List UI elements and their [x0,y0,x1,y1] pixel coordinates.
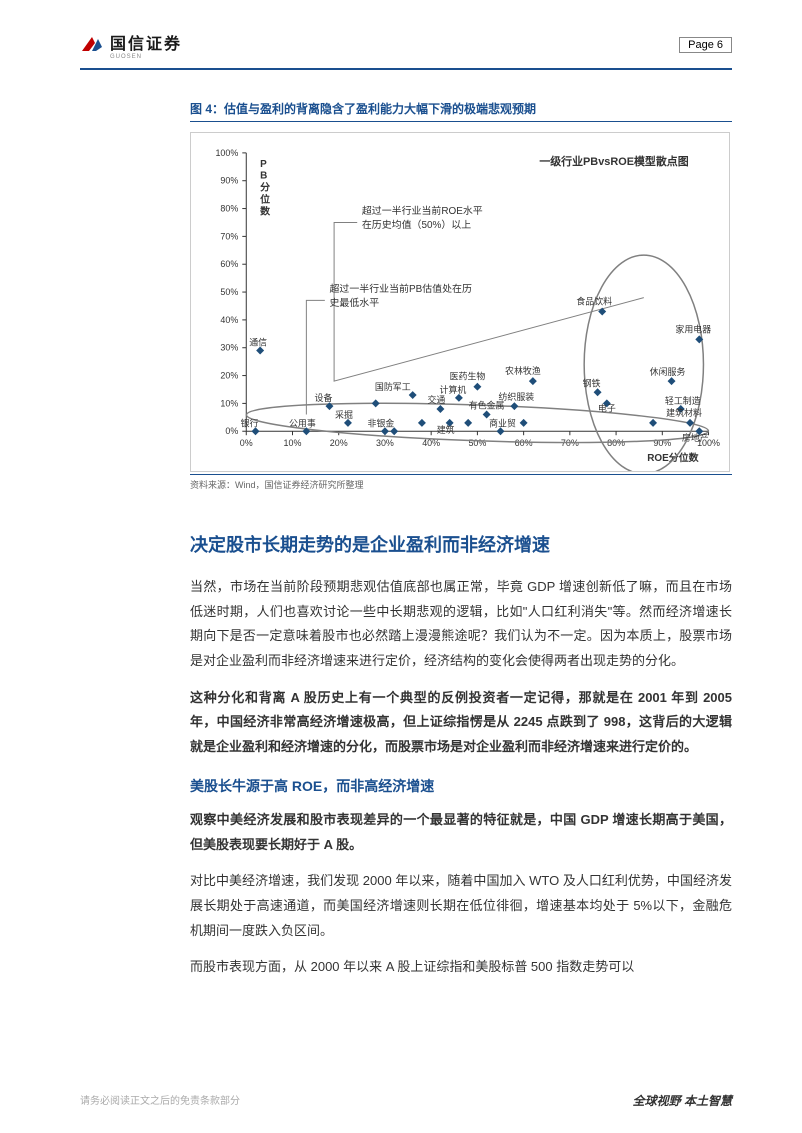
svg-text:食品饮料: 食品饮料 [576,296,612,307]
svg-text:10%: 10% [284,438,302,448]
svg-text:数: 数 [260,205,270,218]
svg-text:60%: 60% [220,259,238,269]
paragraph-bold: 这种分化和背离 A 股历史上有一个典型的反例投资者一定记得，那就是在 2001 … [190,686,732,760]
svg-text:70%: 70% [220,231,238,241]
svg-text:分: 分 [260,181,270,194]
svg-text:位: 位 [260,193,270,206]
svg-text:轻工制造: 轻工制造 [665,395,701,406]
paragraph-bold: 观察中美经济发展和股市表现差异的一个最显著的特征就是，中国 GDP 增速长期高于… [190,808,732,857]
svg-text:计算机: 计算机 [440,384,467,395]
svg-text:通信: 通信 [249,337,267,348]
company-name: 国信证券 [110,30,182,54]
svg-text:P: P [260,159,267,170]
svg-text:钢铁: 钢铁 [583,377,601,388]
svg-text:0%: 0% [225,426,238,436]
svg-text:建筑: 建筑 [437,424,455,435]
chart-source: 资料来源：Wind，国信证券经济研究所整理 [190,474,732,491]
svg-text:10%: 10% [220,398,238,408]
svg-text:30%: 30% [376,438,394,448]
page-number: Page 6 [679,37,732,53]
svg-text:90%: 90% [220,176,238,186]
body-content: 决定股市长期走势的是企业盈利而非经济增速 当然，市场在当前阶段预期悲观估值底部也… [190,531,732,980]
chart-section: 图 4：估值与盈利的背离隐含了盈利能力大幅下滑的极端悲观预期 0%0% 10% 10… [190,100,732,491]
svg-text:农林牧渔: 农林牧渔 [505,365,541,376]
svg-text:交通: 交通 [427,394,445,405]
svg-text:超过一半行业当前ROE水平: 超过一半行业当前ROE水平 [362,204,483,217]
svg-text:80%: 80% [607,438,625,448]
svg-text:史最低水平: 史最低水平 [329,296,379,309]
svg-text:0%: 0% [240,438,253,448]
svg-text:在历史均值（50%）以上: 在历史均值（50%）以上 [362,218,471,231]
svg-text:超过一半行业当前PB估值处在历: 超过一半行业当前PB估值处在历 [329,282,472,295]
logo: 国信证券 GUOSEN [80,30,182,60]
svg-text:20%: 20% [220,371,238,381]
logo-icon [80,33,104,57]
svg-text:电子: 电子 [598,402,616,413]
svg-text:60%: 60% [515,438,533,448]
svg-text:50%: 50% [468,438,486,448]
svg-text:公用事: 公用事 [289,417,316,428]
svg-text:30%: 30% [220,343,238,353]
svg-text:100%: 100% [215,148,238,158]
subsection-heading: 美股长牛源于高 ROE，而非高经济增速 [190,776,732,796]
svg-text:银行: 银行 [241,417,259,428]
svg-text:休闲服务: 休闲服务 [650,366,686,377]
svg-text:50%: 50% [220,287,238,297]
footer-disclaimer: 请务必阅读正文之后的免责条款部分 [80,1092,240,1109]
svg-text:纺织服装: 纺织服装 [498,391,534,402]
chart-title: 图 4：估值与盈利的背离隐含了盈利能力大幅下滑的极端悲观预期 [190,100,732,122]
scatter-chart: 0%0%10%10%20%20%30%30%40%40%50%50%60%60%… [190,132,730,472]
svg-text:B: B [260,171,267,182]
svg-text:20%: 20% [330,438,348,448]
svg-text:建筑材料: 建筑材料 [666,407,702,418]
svg-text:房地产: 房地产 [682,432,709,443]
svg-text:非银金: 非银金 [368,417,395,428]
section-heading: 决定股市长期走势的是企业盈利而非经济增速 [190,531,732,557]
svg-text:ROE分位数: ROE分位数 [647,451,698,464]
company-sub: GUOSEN [110,54,182,60]
svg-text:一级行业PBvsROE模型散点图: 一级行业PBvsROE模型散点图 [539,154,688,168]
svg-text:家用电器: 家用电器 [675,323,711,334]
page-header: 国信证券 GUOSEN Page 6 [80,30,732,70]
paragraph: 当然，市场在当前阶段预期悲观估值底部也属正常，毕竟 GDP 增速创新低了嘛，而且… [190,575,732,674]
svg-text:80%: 80% [220,204,238,214]
svg-text:设备: 设备 [315,392,333,403]
svg-text:医药生物: 医药生物 [450,371,486,382]
svg-text:采掘: 采掘 [335,409,353,420]
svg-text:商业贸: 商业贸 [489,417,516,428]
page-footer: 请务必阅读正文之后的免责条款部分 全球视野 本土智慧 [80,1092,732,1109]
svg-text:国防军工: 国防军工 [375,381,411,392]
svg-text:40%: 40% [220,315,238,325]
footer-motto: 全球视野 本土智慧 [633,1092,732,1109]
paragraph: 而股市表现方面，从 2000 年以来 A 股上证综指和美股标普 500 指数走势… [190,955,732,980]
paragraph: 对比中美经济增速，我们发现 2000 年以来，随着中国加入 WTO 及人口红利优… [190,869,732,943]
